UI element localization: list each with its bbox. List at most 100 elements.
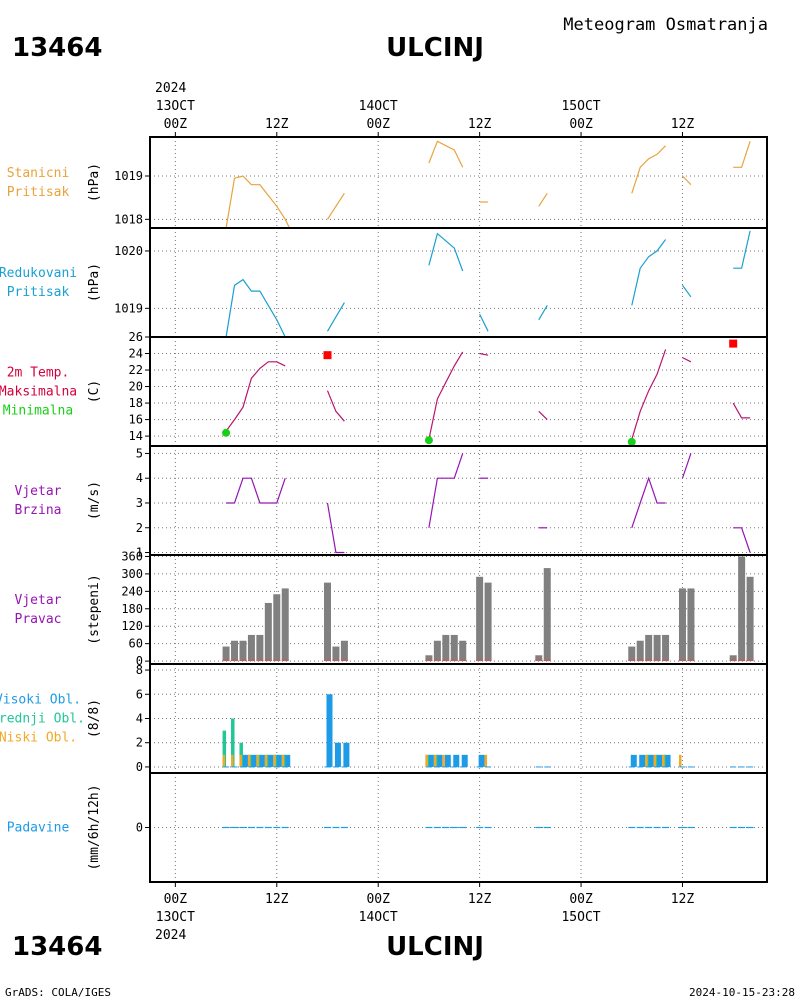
panel-label: Padavine bbox=[7, 821, 70, 836]
panel-temperatura: 14 16 18 20 22 24 26 (C) 2m Temp. Maksimalna Minim… bbox=[0, 330, 768, 447]
y-tick-label: 300 bbox=[121, 567, 143, 581]
cloud-bar-high bbox=[664, 754, 671, 767]
y-tick-label: 1019 bbox=[114, 301, 143, 315]
panel-stanicni_pritisak: 1018 1019 (hPa) Stanicni Pritisak bbox=[7, 136, 768, 229]
panel-label: Brzina bbox=[15, 503, 62, 518]
direction-bar bbox=[459, 640, 467, 662]
cloud-bar-low bbox=[264, 754, 268, 767]
panel-label: Vjetar bbox=[15, 484, 62, 499]
y-tick-label: 60 bbox=[129, 637, 143, 651]
direction-bar bbox=[738, 556, 746, 662]
series-line bbox=[225, 361, 286, 432]
series-line bbox=[538, 305, 548, 321]
series-line bbox=[326, 390, 345, 422]
bottom-hour-label: 00Z bbox=[569, 892, 593, 907]
series-line bbox=[631, 239, 667, 306]
unit-label: (hPa) bbox=[87, 263, 102, 302]
unit-label: (C) bbox=[87, 380, 102, 403]
top-hour-label: 00Z bbox=[164, 117, 188, 132]
cloud-bar-low bbox=[484, 754, 488, 767]
series-line bbox=[428, 140, 464, 168]
bottom-date-label: 14OCT bbox=[359, 910, 398, 925]
unit-label: (hPa) bbox=[87, 163, 102, 202]
panel-label: Stanicni bbox=[7, 166, 70, 181]
cloud-bar-low bbox=[256, 754, 259, 767]
series-line bbox=[538, 192, 548, 207]
direction-bar bbox=[264, 602, 272, 662]
cloud-bar-low bbox=[433, 754, 437, 767]
credit-label: GrADS: COLA/IGES bbox=[5, 986, 111, 999]
direction-bar bbox=[231, 640, 239, 662]
cloud-bar-mid bbox=[222, 730, 227, 767]
direction-bar bbox=[484, 582, 492, 662]
y-tick-label: 6 bbox=[136, 687, 143, 701]
cloud-bar-high bbox=[250, 754, 257, 767]
cloud-bar-high bbox=[343, 742, 350, 767]
unit-label: (m/s) bbox=[87, 481, 102, 520]
series-line bbox=[326, 192, 345, 220]
unit-label: (8/8) bbox=[87, 699, 102, 738]
bottom-year-label: 2024 bbox=[155, 928, 186, 943]
cloud-bar-high bbox=[444, 754, 451, 767]
direction-bar bbox=[256, 634, 264, 662]
panel-padavine: 0 (mm/6h/12h) Padavine bbox=[7, 772, 768, 883]
station-id-header: 13464 bbox=[12, 33, 102, 63]
station-id-footer: 13464 bbox=[12, 932, 102, 962]
series-line bbox=[733, 230, 751, 269]
y-tick-label: 1020 bbox=[114, 244, 143, 258]
top-time-axis: 00Z 12Z 00Z 12Z 00Z 12Z 13OCT 14OCT 15OCT bbox=[156, 99, 694, 137]
direction-bar bbox=[687, 588, 695, 662]
station-name-footer: ULCINJ bbox=[386, 932, 484, 962]
series-line bbox=[326, 302, 345, 332]
tmax-marker bbox=[729, 339, 738, 348]
y-tick-label: 180 bbox=[121, 602, 143, 616]
y-tick-label: 20 bbox=[129, 380, 143, 394]
y-tick-label: 8 bbox=[136, 663, 143, 677]
series-line bbox=[226, 477, 286, 504]
bottom-date-label: 15OCT bbox=[561, 910, 600, 925]
y-tick-label: 2 bbox=[136, 736, 143, 750]
bottom-date-label: 13OCT bbox=[156, 910, 195, 925]
top-hour-label: 12Z bbox=[468, 117, 492, 132]
panels-group: 10181019(hPa)StanicniPritisak10191020(hP… bbox=[0, 136, 768, 883]
direction-bar bbox=[332, 646, 340, 662]
panel-frame bbox=[149, 772, 768, 883]
panel-label: 2m Temp. bbox=[7, 366, 70, 381]
cloud-bar-high bbox=[478, 754, 485, 767]
series-line bbox=[428, 351, 464, 440]
direction-bar bbox=[247, 634, 255, 662]
tmin-marker bbox=[222, 428, 231, 437]
direction-bar bbox=[636, 640, 644, 662]
product-title: Meteogram Osmatranja bbox=[563, 15, 768, 35]
panel-label: Redukovani bbox=[0, 266, 77, 281]
panel-vjetar_brzina: 1 2 3 4 5 (m/s) Vjetar Brzina bbox=[15, 445, 768, 560]
timestamp-label: 2024-10-15-23:28 bbox=[689, 986, 795, 999]
y-tick-label: 120 bbox=[121, 619, 143, 633]
cloud-bar-high bbox=[639, 754, 646, 767]
panel-label: Pritisak bbox=[7, 285, 70, 300]
bottom-hour-label: 12Z bbox=[265, 892, 289, 907]
panel-label: Minimalna bbox=[3, 404, 73, 419]
y-tick-label: 4 bbox=[136, 712, 143, 726]
cloud-bar-low bbox=[442, 754, 445, 767]
series-line bbox=[225, 278, 286, 338]
y-tick-label: 16 bbox=[129, 413, 143, 427]
y-tick-label: 0 bbox=[136, 654, 143, 668]
direction-bar bbox=[678, 588, 686, 662]
y-tick-label: 24 bbox=[129, 347, 143, 361]
direction-bar bbox=[746, 576, 754, 662]
y-tick-label: 1019 bbox=[114, 169, 143, 183]
bottom-hour-label: 00Z bbox=[164, 892, 188, 907]
top-hour-label: 00Z bbox=[366, 117, 390, 132]
series-line bbox=[681, 453, 692, 479]
cloud-bar-mid bbox=[231, 718, 235, 767]
cloud-bar-low bbox=[281, 754, 285, 767]
series-line bbox=[428, 453, 464, 528]
top-hour-label: 12Z bbox=[265, 117, 289, 132]
panel-frame bbox=[149, 227, 768, 338]
direction-bar bbox=[425, 655, 433, 662]
direction-bar bbox=[535, 655, 543, 662]
cloud-bar-high bbox=[630, 754, 637, 767]
cloud-bar-high bbox=[656, 754, 663, 767]
panel-label: Niski Obl. bbox=[0, 731, 77, 746]
